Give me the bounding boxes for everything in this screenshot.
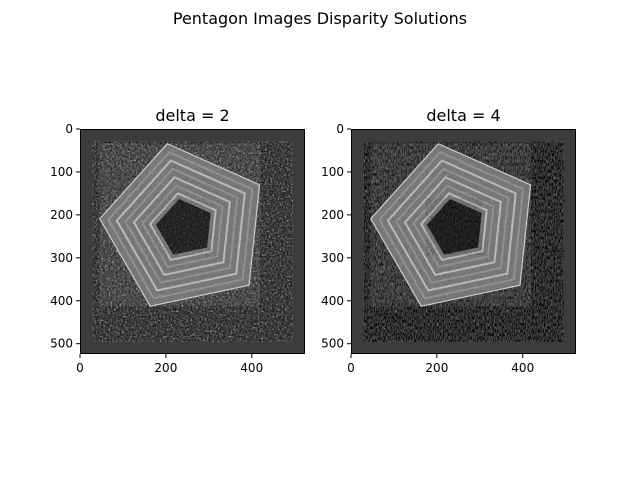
y-tick-label: 500 <box>321 337 344 351</box>
x-tick-label: 0 <box>347 361 355 375</box>
subplot-title: delta = 2 <box>155 106 229 125</box>
y-tick-label: 200 <box>321 208 344 222</box>
x-tick-label: 200 <box>154 361 177 375</box>
subplot-title: delta = 4 <box>426 106 500 125</box>
y-tick-label: 0 <box>336 122 344 136</box>
figure-title: Pentagon Images Disparity Solutions <box>173 9 467 28</box>
disparity-image <box>363 141 564 342</box>
axes-frame <box>351 129 576 354</box>
disparity-image <box>92 141 293 342</box>
x-tick-label: 0 <box>76 361 84 375</box>
y-tick-label: 100 <box>50 165 73 179</box>
y-tick-label: 500 <box>50 337 73 351</box>
y-tick-label: 100 <box>321 165 344 179</box>
x-tick-label: 200 <box>425 361 448 375</box>
subplot-1: delta = 2 0 200 400 0 100 200 300 400 500 <box>50 106 305 375</box>
x-tick-label: 400 <box>240 361 263 375</box>
y-tick-label: 200 <box>50 208 73 222</box>
y-tick-label: 400 <box>321 294 344 308</box>
subplot-2: delta = 4 0 200 400 0 100 200 300 400 500 <box>321 106 576 375</box>
y-tick-label: 400 <box>50 294 73 308</box>
y-tick-label: 300 <box>321 251 344 265</box>
y-tick-label: 300 <box>50 251 73 265</box>
y-tick-label: 0 <box>65 122 73 136</box>
x-tick-label: 400 <box>511 361 534 375</box>
axes-frame <box>80 129 305 354</box>
